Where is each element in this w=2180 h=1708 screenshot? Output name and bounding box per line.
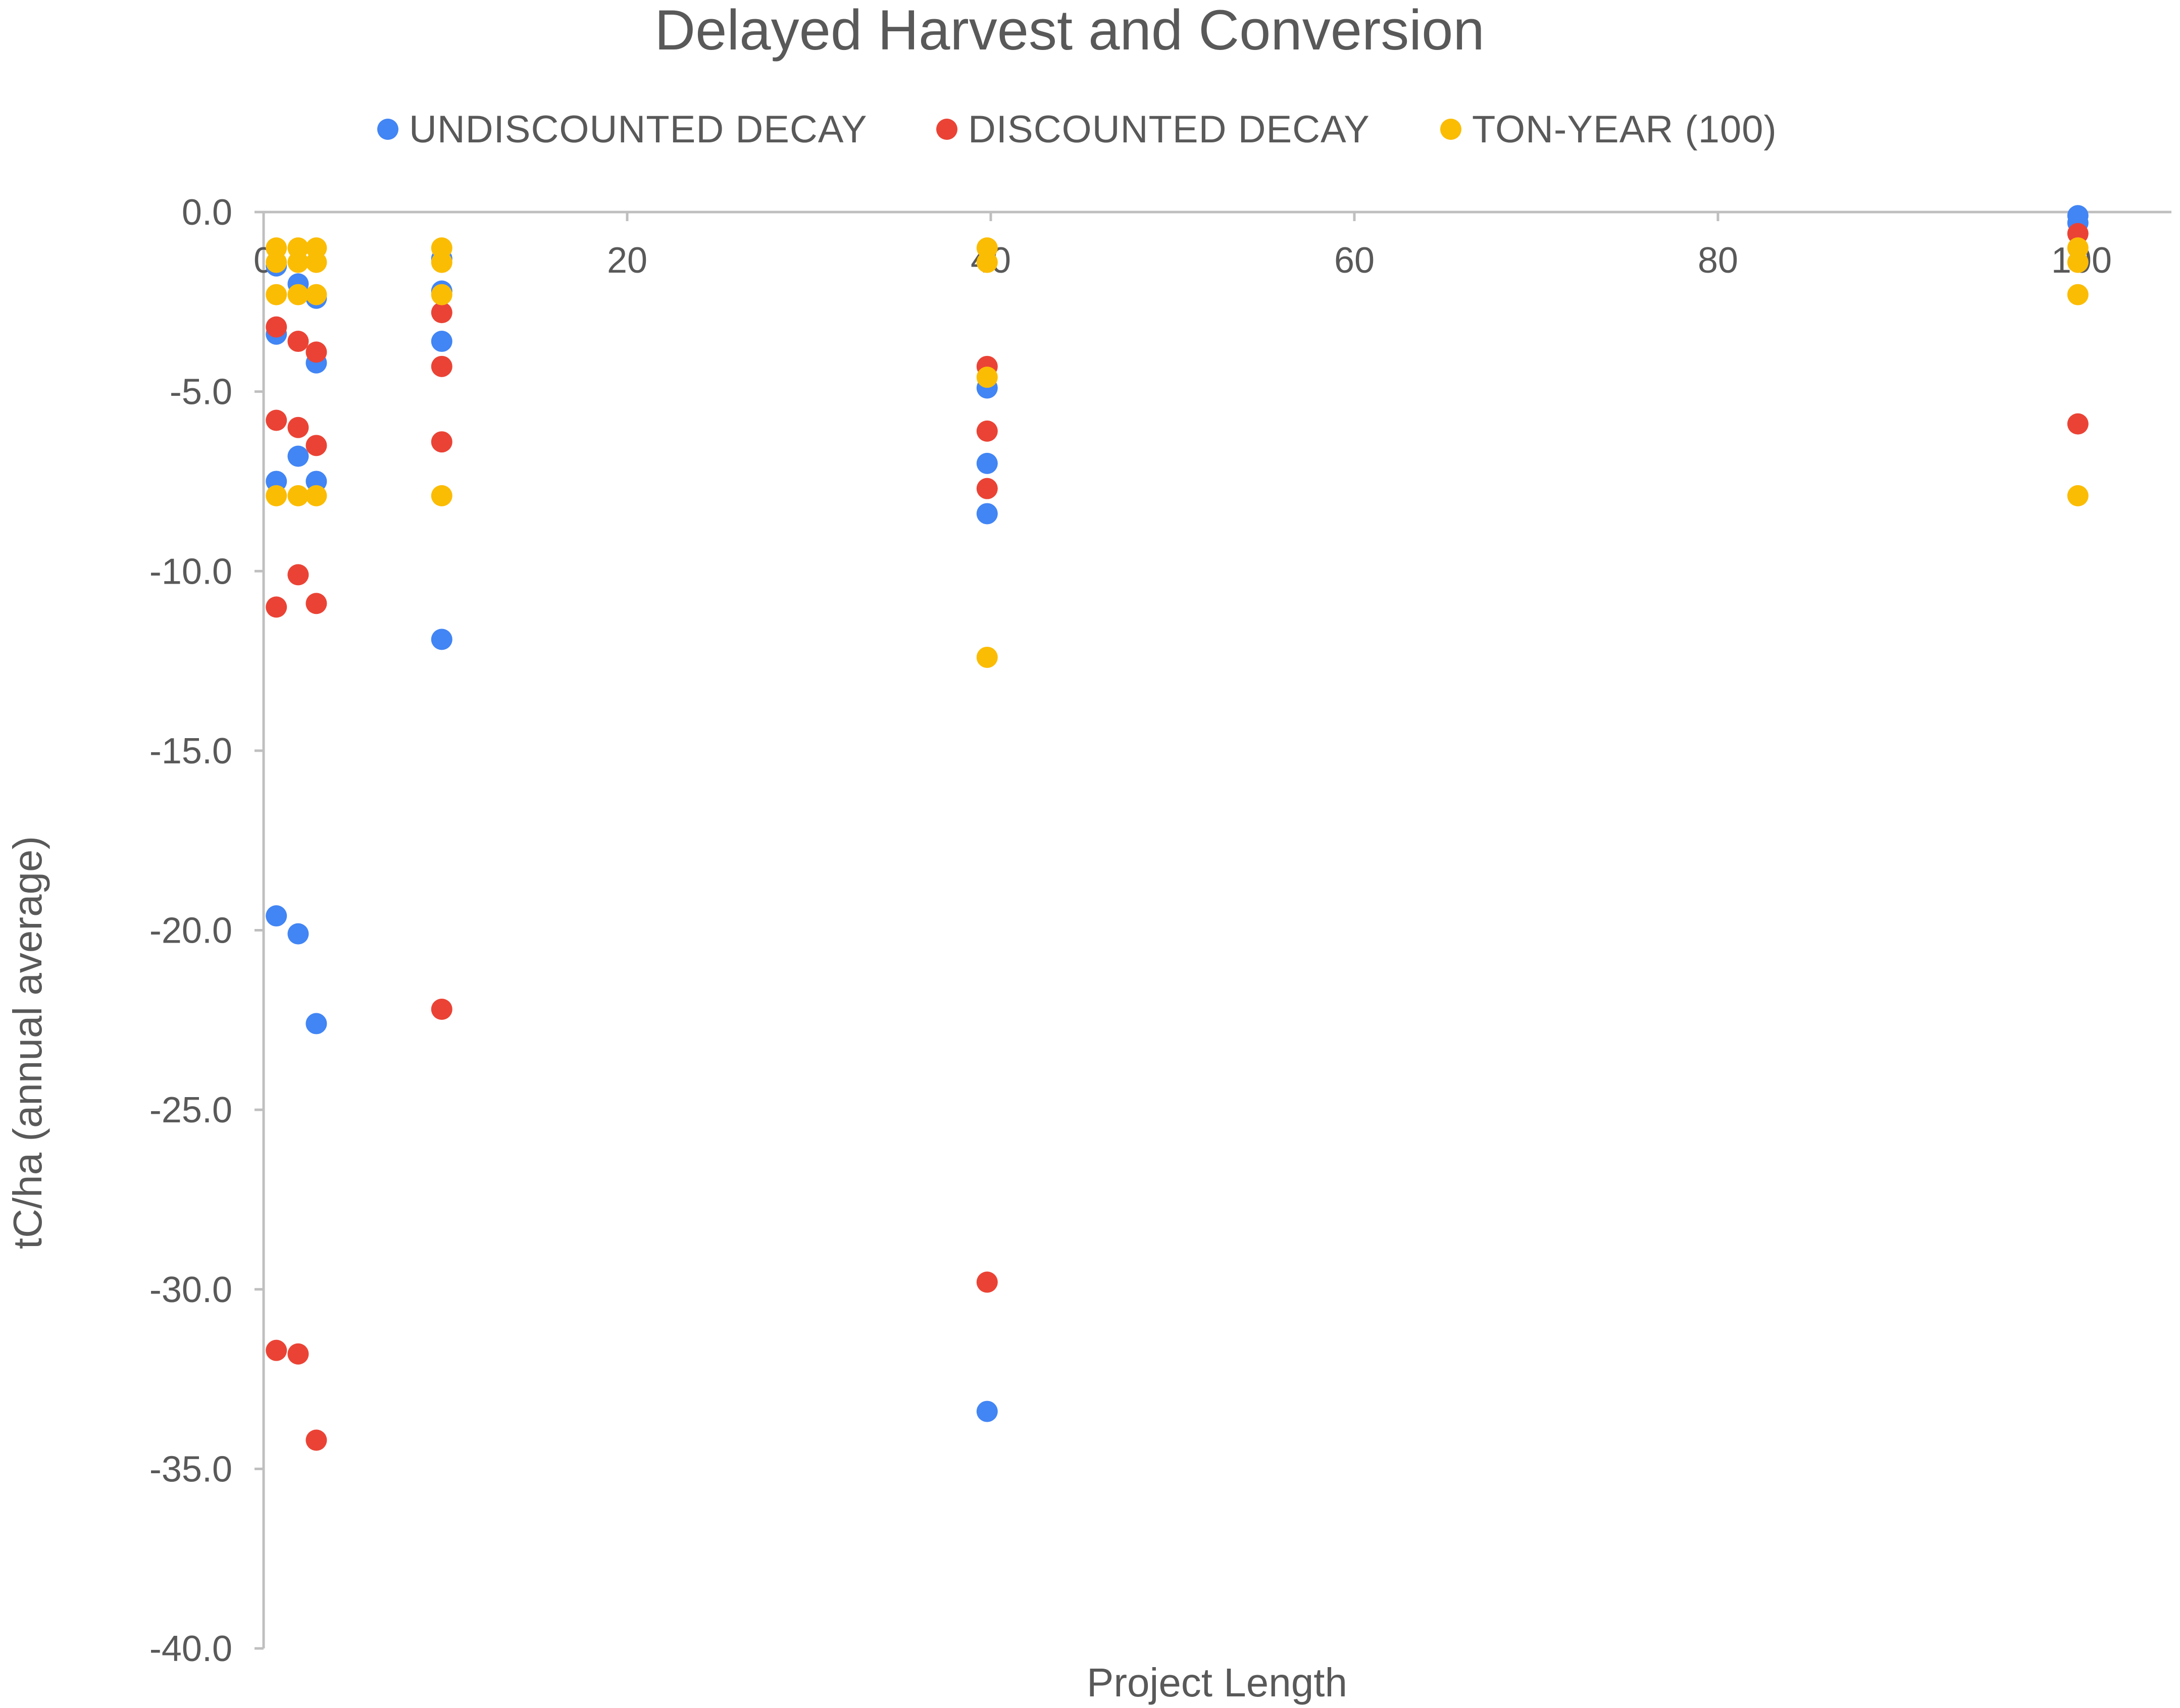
- y-tick-label: -25.0: [149, 1090, 232, 1130]
- data-point: [431, 629, 452, 650]
- data-points: [266, 205, 2089, 1451]
- data-point: [266, 284, 287, 305]
- legend-label: UNDISCOUNTED DECAY: [409, 108, 868, 151]
- y-axis-ticks: 0.0 -5.0 -10.0 -15.0 -20.0 -25.0 -30.0 -35.0 -40…: [149, 192, 264, 1669]
- legend-marker: [936, 119, 957, 140]
- data-point: [306, 593, 327, 614]
- data-point: [306, 284, 327, 305]
- x-tick-label: 80: [1698, 240, 1738, 281]
- data-point: [2067, 251, 2089, 273]
- y-tick-label: 0.0: [182, 192, 232, 233]
- data-point: [976, 420, 998, 442]
- y-tick-label: -40.0: [149, 1629, 232, 1669]
- data-point: [431, 284, 452, 305]
- data-point: [266, 316, 287, 338]
- series-ton-year-100: [266, 237, 2089, 668]
- data-point: [431, 355, 452, 377]
- data-point: [976, 646, 998, 668]
- data-point: [306, 485, 327, 506]
- legend-item[interactable]: UNDISCOUNTED DECAY: [377, 108, 868, 151]
- y-tick-label: -20.0: [149, 911, 232, 951]
- data-point: [306, 251, 327, 273]
- chart-title: Delayed Harvest and Conversion: [654, 0, 1485, 62]
- y-tick-label: -35.0: [149, 1449, 232, 1489]
- data-point: [976, 1401, 998, 1422]
- y-tick-label: -5.0: [170, 372, 232, 412]
- data-point: [287, 331, 309, 352]
- data-point: [976, 251, 998, 273]
- data-point: [431, 251, 452, 273]
- data-point: [287, 417, 309, 438]
- data-point: [266, 905, 287, 927]
- legend-label: TON-YEAR (100): [1472, 108, 1777, 151]
- x-axis-label: Project Length: [1087, 1660, 1347, 1705]
- legend-label: DISCOUNTED DECAY: [968, 108, 1370, 151]
- data-point: [2067, 485, 2089, 506]
- data-point: [287, 251, 309, 273]
- data-point: [266, 409, 287, 431]
- data-point: [976, 478, 998, 499]
- legend[interactable]: UNDISCOUNTED DECAY DISCOUNTED DECAY TON-YE…: [377, 108, 1777, 151]
- data-point: [431, 998, 452, 1020]
- data-point: [976, 452, 998, 474]
- x-tick-label: 20: [607, 240, 647, 281]
- data-point: [976, 1271, 998, 1293]
- data-point: [2067, 413, 2089, 435]
- y-tick-label: -30.0: [149, 1270, 232, 1310]
- data-point: [306, 1429, 327, 1451]
- legend-item[interactable]: TON-YEAR (100): [1440, 108, 1777, 151]
- data-point: [287, 485, 309, 506]
- data-point: [287, 284, 309, 305]
- data-point: [287, 564, 309, 586]
- data-point: [266, 1339, 287, 1361]
- data-point: [431, 331, 452, 352]
- data-point: [287, 1343, 309, 1365]
- x-tick-label: 60: [1334, 240, 1375, 281]
- data-point: [306, 1013, 327, 1034]
- data-point: [431, 431, 452, 453]
- data-point: [431, 485, 452, 506]
- legend-item[interactable]: DISCOUNTED DECAY: [936, 108, 1370, 151]
- y-tick-label: -15.0: [149, 731, 232, 771]
- data-point: [287, 445, 309, 467]
- data-point: [2067, 284, 2089, 305]
- data-point: [287, 923, 309, 945]
- data-point: [306, 341, 327, 363]
- legend-marker: [1440, 119, 1461, 140]
- data-point: [266, 596, 287, 618]
- y-axis-label: tC/ha (annual average): [5, 836, 50, 1249]
- data-point: [306, 435, 327, 456]
- data-point: [976, 367, 998, 388]
- data-point: [266, 251, 287, 273]
- data-point: [976, 503, 998, 525]
- legend-marker: [377, 119, 398, 140]
- y-tick-label: -10.0: [149, 551, 232, 592]
- data-point: [266, 485, 287, 506]
- data-point: [431, 302, 452, 324]
